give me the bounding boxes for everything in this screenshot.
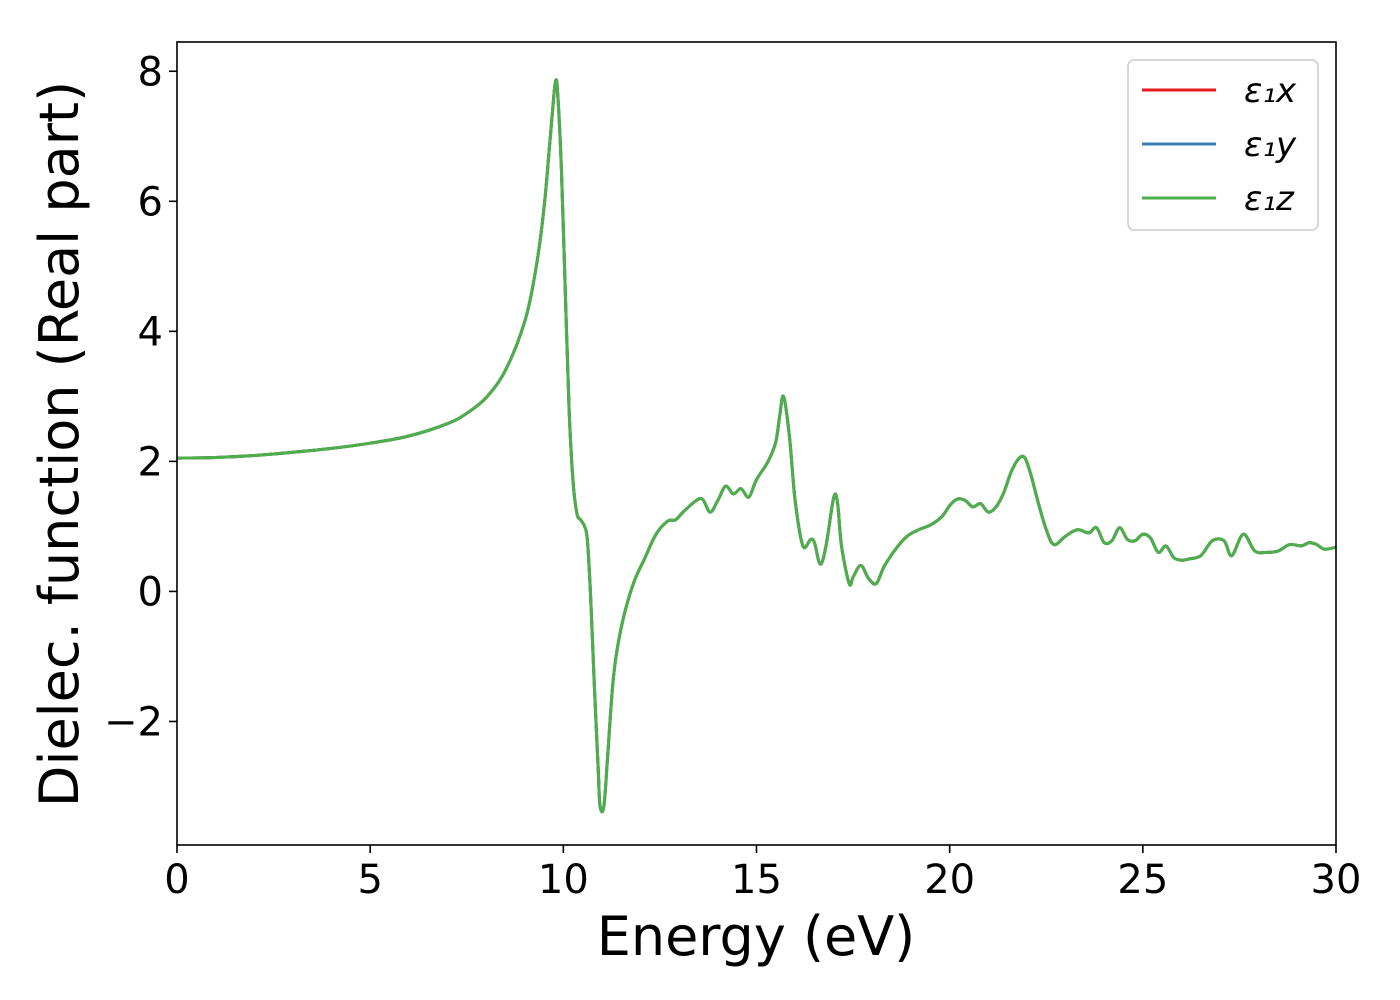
y-ticks: −2 0 2 4 6 8 [104, 49, 177, 745]
series-line-3 [176, 78, 1337, 814]
legend-label-3: ε₁z [1244, 179, 1295, 219]
x-tick-label: 15 [731, 857, 782, 903]
y-tick-label: 8 [138, 49, 163, 95]
legend-label-2: ε₁y [1244, 125, 1297, 165]
x-ticks: 0 5 10 15 20 25 30 [164, 845, 1361, 903]
y-tick-label: 6 [138, 179, 163, 225]
x-axis-label: Energy (eV) [597, 905, 916, 968]
y-tick-label: 2 [138, 439, 163, 485]
y-tick-label: 0 [138, 569, 163, 615]
x-tick-label: 25 [1117, 857, 1168, 903]
legend-box [1127, 59, 1319, 231]
legend: ε₁x ε₁y ε₁z [1127, 59, 1319, 231]
x-tick-label: 10 [538, 857, 589, 903]
x-tick-label: 5 [357, 857, 382, 903]
x-tick-label: 20 [924, 857, 975, 903]
series-layer [176, 78, 1337, 814]
legend-entries: ε₁x ε₁y ε₁z [1142, 71, 1297, 219]
x-tick-label: 30 [1311, 857, 1362, 903]
y-tick-label: −2 [104, 699, 163, 745]
y-tick-label: 4 [138, 309, 163, 355]
x-tick-label: 0 [164, 857, 189, 903]
legend-label-1: ε₁x [1244, 71, 1297, 111]
y-axis-label: Dielec. function (Real part) [28, 81, 91, 807]
